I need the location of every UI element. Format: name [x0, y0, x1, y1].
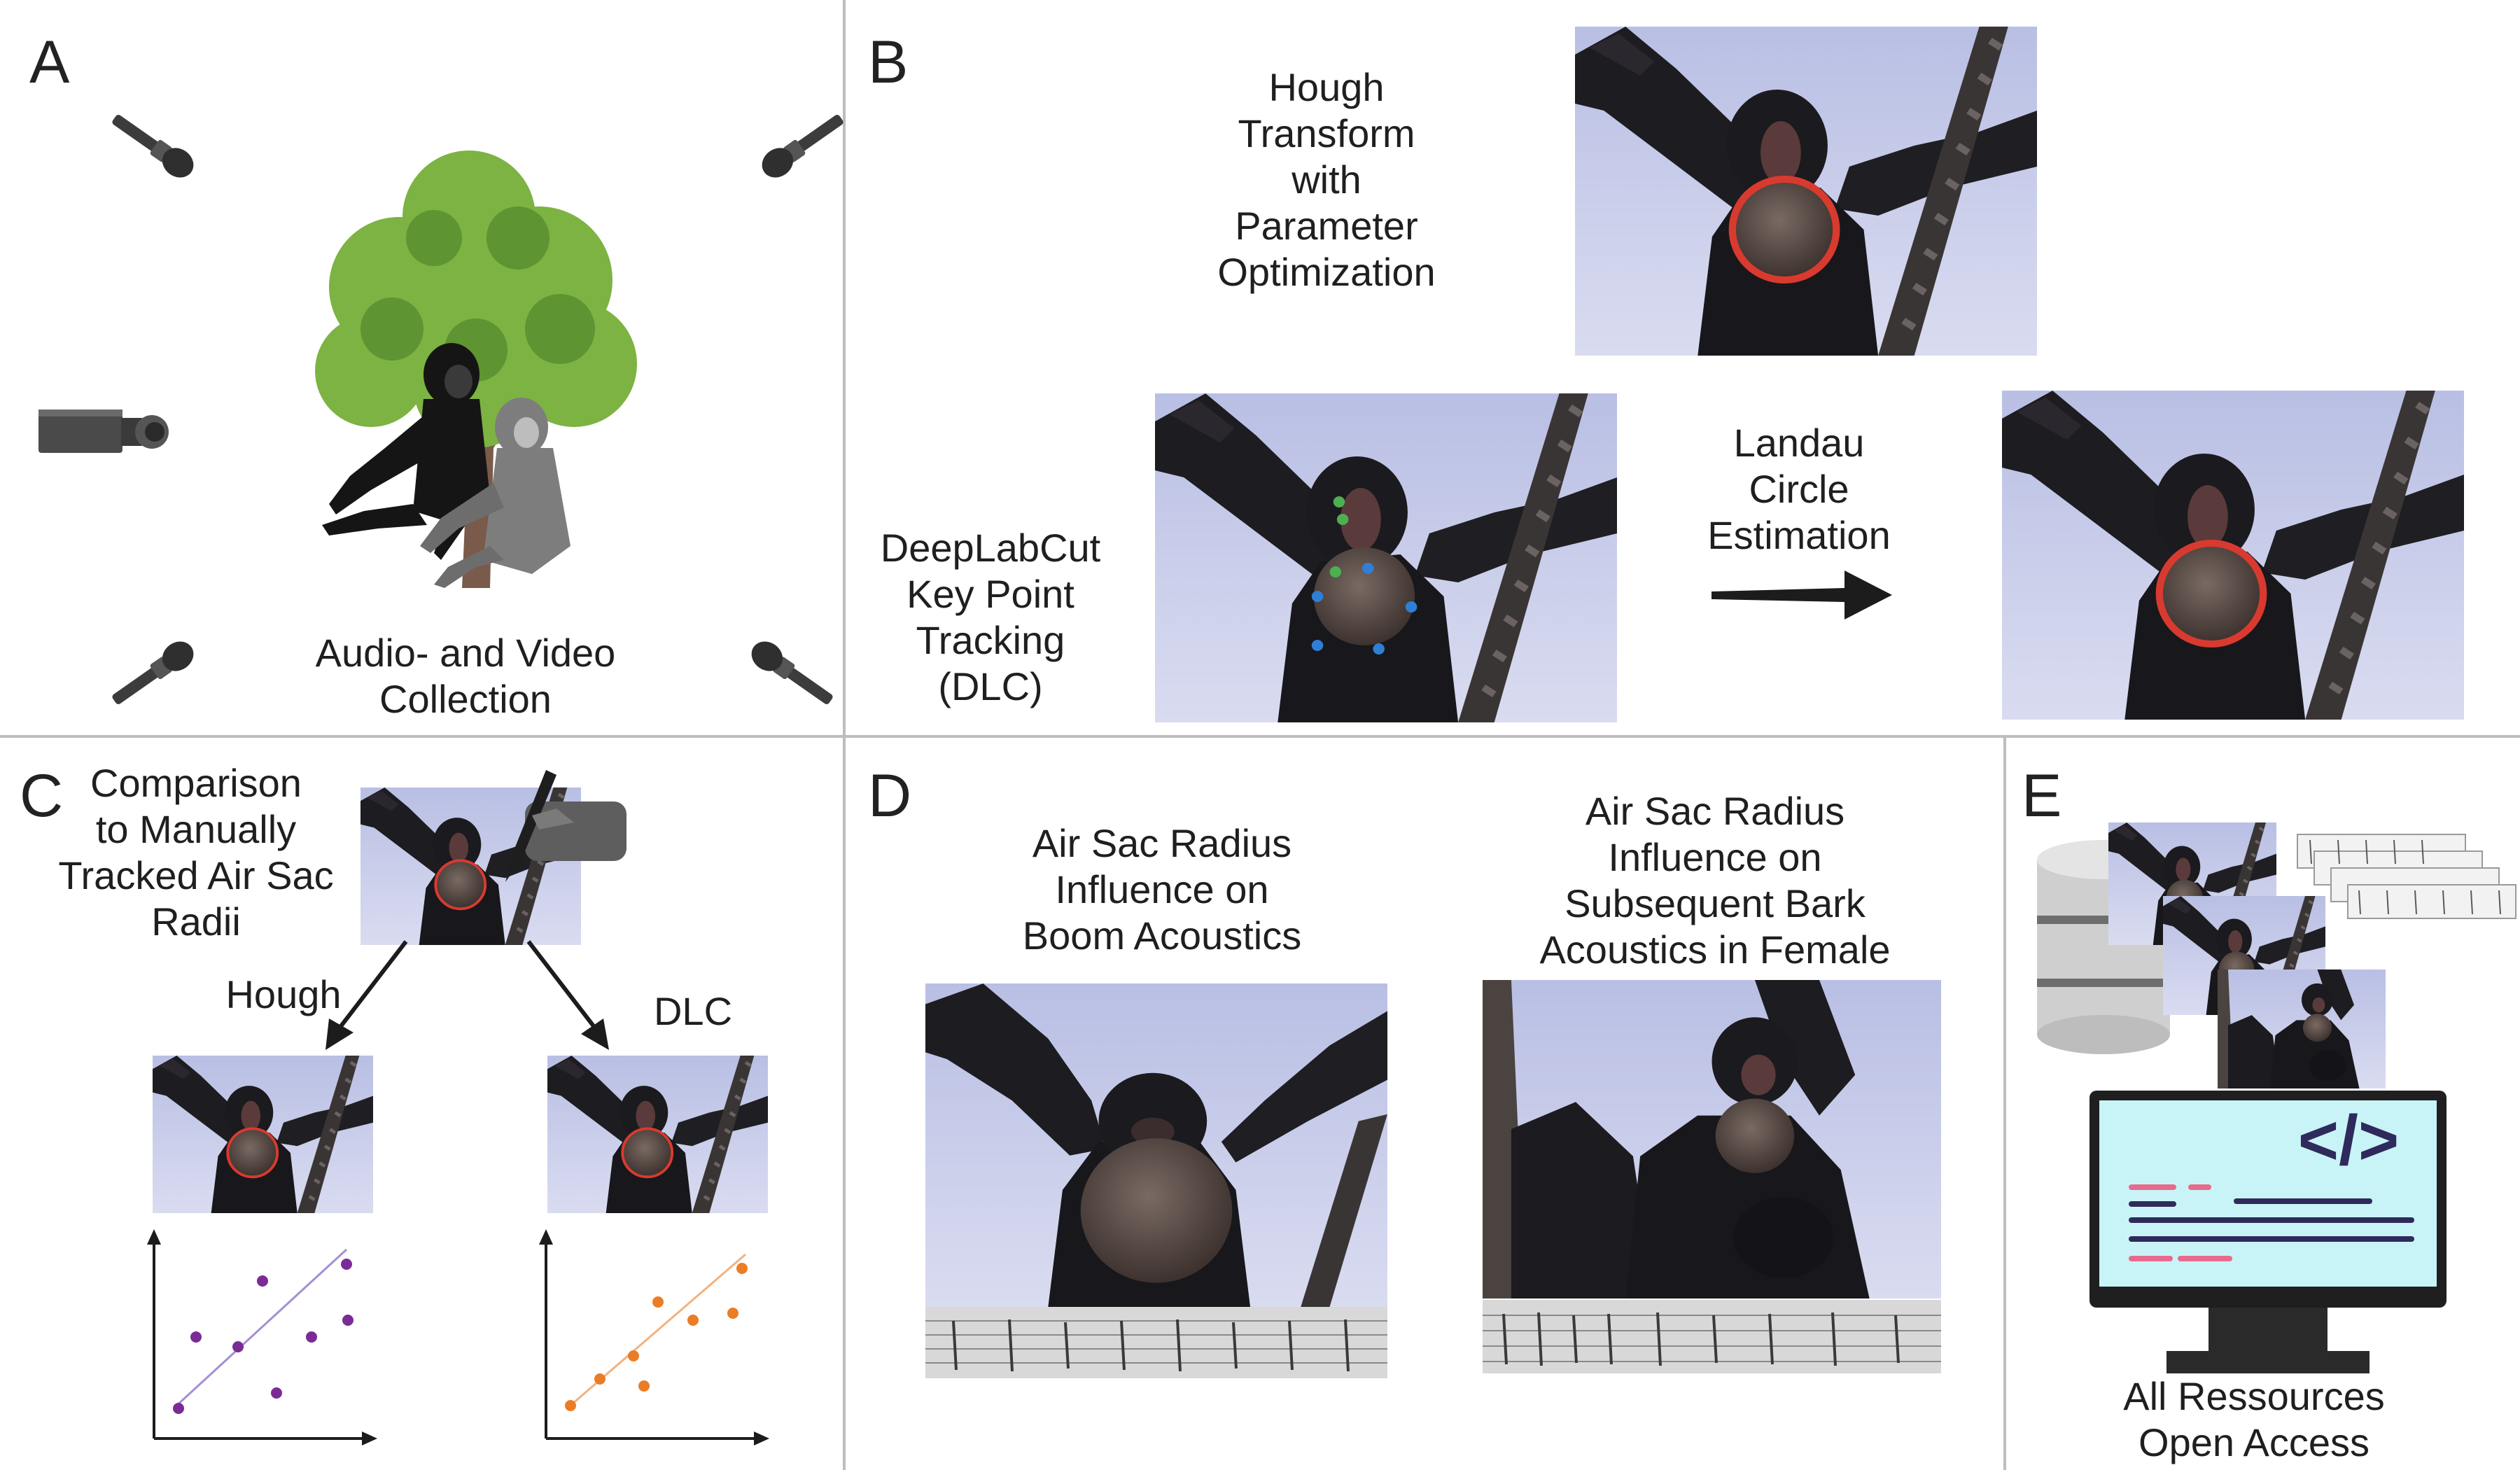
caption-line: Key Point — [906, 572, 1074, 616]
spectrogram-icon — [925, 1307, 1387, 1378]
caption-line: DeepLabCut — [880, 526, 1101, 570]
caption-line: All Ressources — [2123, 1374, 2385, 1418]
dlc-caption: DeepLabCut Key Point Tracking (DLC) — [840, 525, 1141, 710]
panel-b-letter: B — [868, 29, 909, 96]
caption-line: Landau — [1733, 421, 1865, 465]
microphone-icon — [106, 106, 200, 184]
bark-caption: Air Sac Radius Influence on Subsequent B… — [1477, 788, 1953, 973]
dlc-keypoints-photo — [1155, 393, 1617, 722]
spectrogram-icon — [1483, 1300, 1941, 1373]
monitor-icon: </> — [2090, 1091, 2446, 1373]
landau-result-photo — [2002, 391, 2464, 720]
hough-result-photo — [1575, 27, 2037, 356]
caption-line: Acoustics in Female — [1539, 927, 1891, 972]
bark-photo — [1483, 980, 1941, 1298]
dlc-comparison-photo — [547, 1056, 768, 1213]
hough-comparison-photo — [153, 1056, 373, 1213]
caption-line: Audio- and Video — [315, 631, 616, 675]
scatter-plot-icon — [539, 1229, 769, 1446]
hand-pen-icon — [505, 770, 626, 882]
panel-d-letter: D — [868, 762, 912, 830]
boom-photo — [925, 983, 1387, 1307]
hough-label: Hough — [225, 972, 342, 1016]
gibbon-icon — [322, 343, 570, 588]
caption-line: Circle — [1749, 467, 1849, 511]
caption-line: Comparison — [90, 761, 302, 805]
panel-c-letter: C — [20, 762, 64, 830]
dlc-label: DLC — [653, 989, 733, 1033]
caption-line: Air Sac Radius — [1032, 821, 1292, 865]
caption-line: Tracked Air Sac — [58, 853, 334, 897]
caption-line: Optimization — [1217, 250, 1436, 294]
caption-line: to Manually — [95, 807, 297, 851]
dataset-photo — [2218, 969, 2386, 1088]
caption-line: Subsequent Bark — [1564, 881, 1865, 925]
caption-line: Influence on — [1608, 835, 1822, 879]
microphone-icon — [756, 106, 850, 184]
panel-e-caption: All Ressources Open Access — [2072, 1373, 2436, 1466]
panel-a-letter: A — [29, 29, 70, 96]
microphone-icon — [746, 635, 839, 713]
video-camera-icon — [38, 410, 169, 453]
panel-c-caption: Comparison to Manually Tracked Air Sac R… — [42, 760, 350, 945]
dlc-green-points — [1329, 496, 1349, 578]
caption-line: Air Sac Radius — [1585, 789, 1845, 833]
caption-line: Open Access — [2138, 1420, 2370, 1464]
caption-line: (DLC) — [938, 664, 1043, 708]
scatter-plot-icon — [147, 1229, 377, 1446]
caption-line: Radii — [151, 899, 241, 944]
panel-a-caption: Audio- and Video Collection — [266, 630, 665, 722]
caption-line: Transform — [1238, 111, 1415, 155]
caption-line: with — [1292, 158, 1362, 202]
dlc-blue-points — [1311, 563, 1418, 654]
boom-caption: Air Sac Radius Influence on Boom Acousti… — [952, 820, 1372, 959]
caption-line: Hough — [1268, 65, 1385, 109]
arrow-icon — [326, 940, 609, 1050]
arrow-right-icon — [1712, 570, 1892, 620]
hough-circle — [1728, 176, 1840, 284]
spectrogram-stack — [2297, 834, 2516, 919]
code-icon: </> — [2298, 1101, 2400, 1180]
hough-caption: Hough Transform with Parameter Optimizat… — [1148, 64, 1505, 295]
landau-circle — [2155, 540, 2267, 648]
divider-vertical-de — [2003, 738, 2006, 1470]
divider-horizontal — [0, 735, 2520, 738]
microphone-icon — [106, 635, 200, 713]
caption-line: Estimation — [1707, 513, 1891, 557]
caption-line: Collection — [379, 677, 552, 721]
caption-line: Tracking — [916, 618, 1065, 662]
caption-line: Parameter — [1235, 204, 1418, 248]
landau-caption: Landau Circle Estimation — [1659, 420, 1939, 559]
caption-line: Boom Acoustics — [1022, 913, 1302, 958]
panel-e-letter: E — [2022, 762, 2062, 830]
manual-tracking-photo — [360, 788, 581, 945]
caption-line: Influence on — [1055, 867, 1269, 911]
